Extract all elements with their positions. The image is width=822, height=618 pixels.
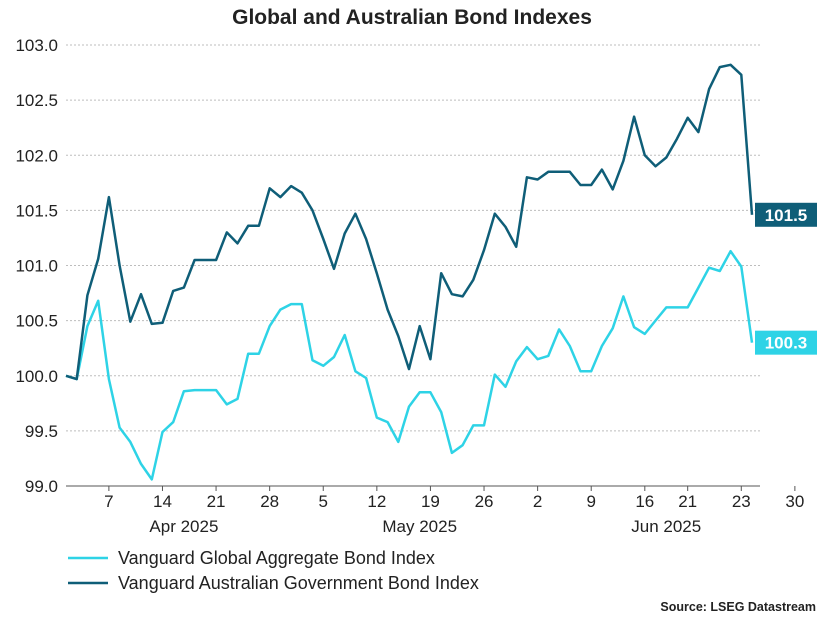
end-value-labels: 100.3 101.5 (755, 202, 817, 355)
x-tick-label: 14 (153, 492, 172, 511)
end-label-global-box (755, 330, 817, 355)
x-tick-label: 16 (635, 492, 654, 511)
y-tick-label: 101.5 (15, 201, 58, 220)
month-label: Jun 2025 (631, 517, 701, 536)
x-tick-label: 21 (678, 492, 697, 511)
x-tick-label: 28 (260, 492, 279, 511)
legend: Vanguard Global Aggregate Bond Index Van… (68, 548, 479, 593)
x-tick-label: 5 (319, 492, 328, 511)
x-axis-month-labels: Apr 2025 May 2025 Jun 2025 (149, 517, 701, 536)
x-tick-label: 23 (732, 492, 751, 511)
month-label: Apr 2025 (149, 517, 218, 536)
end-label-global: 100.3 (765, 334, 808, 353)
x-axis-ticks: 7 14 21 28 5 12 19 26 2 9 16 21 23 30 (104, 486, 804, 511)
y-tick-label: 99.0 (25, 477, 58, 496)
series-lines (65, 63, 754, 481)
series-line-australian (65, 63, 754, 381)
y-tick-label: 102.5 (15, 91, 58, 110)
x-tick-label: 2 (533, 492, 542, 511)
y-tick-label: 103.0 (15, 36, 58, 55)
chart-title: Global and Australian Bond Indexes (232, 6, 592, 29)
source-note: Source: LSEG Datastream (660, 600, 816, 614)
x-tick-label: 7 (104, 492, 113, 511)
legend-label-global: Vanguard Global Aggregate Bond Index (118, 548, 435, 568)
y-tick-label: 99.5 (25, 422, 58, 441)
x-tick-label: 30 (785, 492, 804, 511)
gridlines (66, 44, 760, 432)
legend-label-australian: Vanguard Australian Government Bond Inde… (118, 573, 479, 593)
y-tick-label: 100.0 (15, 367, 58, 386)
y-tick-label: 101.0 (15, 257, 58, 276)
x-tick-label: 12 (367, 492, 386, 511)
y-tick-label: 102.0 (15, 146, 58, 165)
y-axis-ticks: 103.0 102.5 102.0 101.5 101.0 100.5 100.0 99.5 9… (15, 36, 58, 496)
series-line-global (65, 249, 754, 481)
end-label-australian-box (755, 202, 817, 227)
y-tick-label: 100.5 (15, 312, 58, 331)
x-tick-label: 9 (586, 492, 595, 511)
x-tick-label: 19 (421, 492, 440, 511)
x-tick-label: 26 (475, 492, 494, 511)
month-label: May 2025 (382, 517, 457, 536)
x-tick-label: 21 (207, 492, 226, 511)
end-label-australian: 101.5 (765, 206, 808, 225)
